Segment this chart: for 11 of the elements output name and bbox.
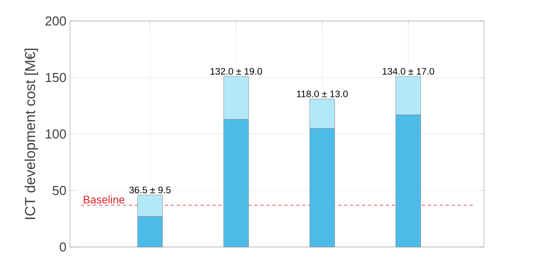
y-tick-label: 100 [46, 129, 66, 139]
annotation: 132.0 ± 19.0 [210, 68, 262, 75]
y-tick-label: 150 [46, 72, 66, 82]
y-tick-label: 0 [60, 242, 66, 252]
y-tick-label: 50 [52, 186, 66, 196]
y-axis-title: ICT development cost [M€] [24, 48, 38, 219]
ref-line-label: Baseline [84, 195, 124, 204]
y-tick-label: 200 [46, 16, 66, 26]
annotation: 36.5 ± 9.5 [129, 186, 171, 194]
annotation: 134.0 ± 17.0 [382, 68, 434, 75]
annotation: 118.0 ± 13.0 [296, 90, 348, 98]
